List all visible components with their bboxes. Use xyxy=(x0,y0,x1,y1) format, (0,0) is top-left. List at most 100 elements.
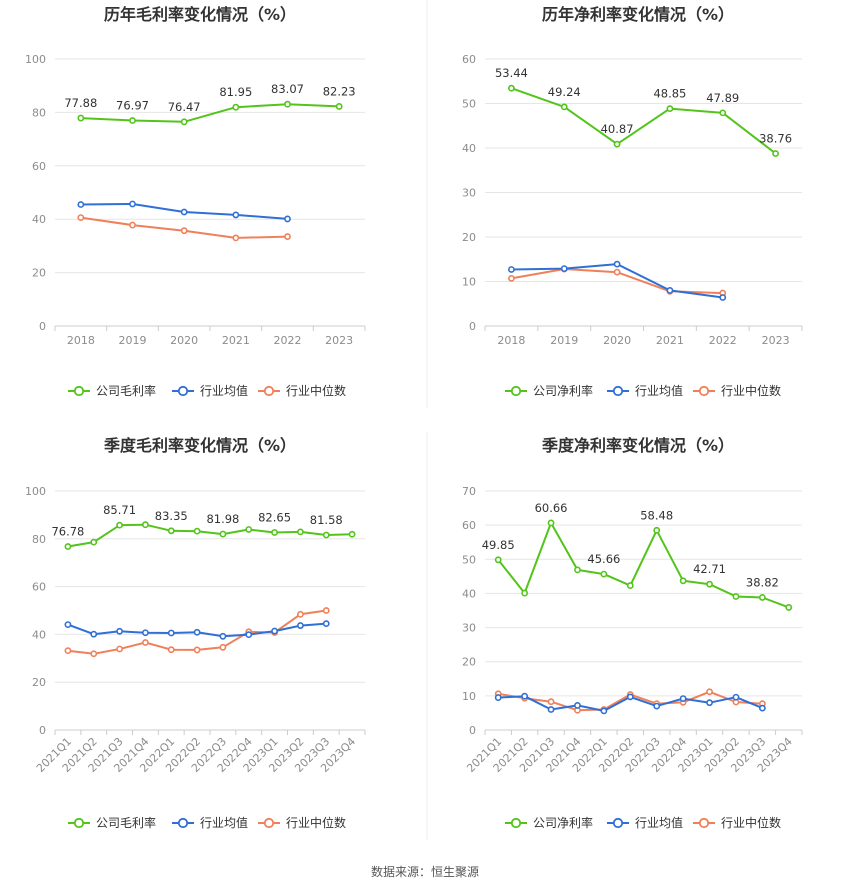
y-tick-label: 0 xyxy=(39,320,46,333)
y-tick-label: 60 xyxy=(462,519,476,532)
data-point-company xyxy=(785,604,793,611)
data-point-company xyxy=(626,582,634,589)
data-point-industry_avg xyxy=(297,622,304,629)
data-point-company xyxy=(706,580,713,588)
data-point-industry_avg xyxy=(732,693,740,701)
x-tick-label: 2019 xyxy=(119,334,147,347)
data-label: 49.24 xyxy=(548,85,581,99)
data-point-industry_avg xyxy=(129,200,136,208)
data-point-industry_median xyxy=(129,221,136,229)
data-point-company xyxy=(64,543,72,550)
data-label: 85.71 xyxy=(103,503,136,517)
data-label: 82.23 xyxy=(323,84,356,98)
legend-item-industry_median: 行业中位数 xyxy=(693,815,781,830)
x-tick-label: 2020 xyxy=(170,334,198,347)
data-point-industry_median xyxy=(193,646,201,654)
data-point-company xyxy=(600,570,608,578)
y-tick-label: 0 xyxy=(39,724,46,737)
legend-swatch-marker xyxy=(263,817,275,829)
data-point-company xyxy=(90,538,98,546)
chart-annual-net: 历年净利率变化情况（%） 0 10 20 30 40 50 60 2018 2019 2020 202… xyxy=(462,5,803,398)
legend-swatch-marker xyxy=(510,817,522,829)
data-label: 83.35 xyxy=(155,509,188,523)
legend-item-industry_avg: 行业均值 xyxy=(172,815,248,830)
data-point-industry_median xyxy=(116,645,123,653)
legend-item-industry_median: 行业中位数 xyxy=(693,383,781,398)
y-tick-label: 30 xyxy=(462,187,476,200)
data-point-company xyxy=(494,556,502,564)
data-label: 53.44 xyxy=(495,66,528,80)
source-note: 数据来源：恒生聚源 xyxy=(371,864,479,879)
x-tick-label: 2018 xyxy=(67,334,95,347)
x-tick-label: 2021 xyxy=(222,334,250,347)
data-point-industry_avg xyxy=(758,704,766,712)
data-point-company xyxy=(653,526,661,534)
y-tick-label: 20 xyxy=(32,267,46,280)
data-label: 40.87 xyxy=(601,122,634,136)
data-point-industry_avg xyxy=(666,286,674,294)
data-label: 81.98 xyxy=(206,512,239,526)
data-label: 83.07 xyxy=(271,82,304,96)
data-point-company xyxy=(180,118,188,126)
data-label: 82.65 xyxy=(258,510,291,524)
legend-swatch-marker xyxy=(73,385,85,397)
y-tick-label: 60 xyxy=(462,53,476,66)
data-point-industry_avg xyxy=(719,294,727,301)
data-point-company xyxy=(574,566,581,574)
legend-item-company: 公司净利率 xyxy=(505,383,593,398)
legend-item-company: 公司毛利率 xyxy=(68,815,156,830)
legend-label: 行业均值 xyxy=(635,815,683,830)
data-point-industry_median xyxy=(297,610,304,618)
data-point-industry_avg xyxy=(193,628,201,636)
data-point-industry_avg xyxy=(521,692,529,700)
data-point-company xyxy=(348,530,356,538)
legend-swatch-marker xyxy=(510,385,522,397)
legend-swatch-marker xyxy=(177,817,189,829)
legend-swatch-marker xyxy=(73,817,85,829)
y-tick-label: 0 xyxy=(469,320,476,333)
legend-label: 行业均值 xyxy=(635,383,683,398)
data-point-company xyxy=(245,526,253,533)
data-point-industry_avg xyxy=(679,695,687,702)
data-label: 76.47 xyxy=(168,100,201,114)
data-point-industry_median xyxy=(613,268,621,276)
data-point-company xyxy=(284,100,291,108)
data-label: 42.71 xyxy=(693,562,726,576)
data-point-industry_median xyxy=(547,698,555,706)
legend-item-industry_avg: 行业均值 xyxy=(172,383,248,398)
legend-swatch-marker xyxy=(698,385,710,397)
data-point-company xyxy=(193,527,201,535)
chart-title: 历年毛利率变化情况（%） xyxy=(104,5,296,24)
data-point-industry_avg xyxy=(219,632,227,640)
y-tick-label: 40 xyxy=(32,213,46,226)
chart-title: 季度毛利率变化情况（%） xyxy=(103,436,296,455)
y-tick-label: 0 xyxy=(469,724,476,737)
x-tick-label: 2022 xyxy=(274,334,302,347)
series-line-company xyxy=(511,87,777,155)
chart-quarterly-gross: 季度毛利率变化情况（%）0204060801002021Q12021Q22021… xyxy=(25,436,366,830)
data-label: 48.85 xyxy=(653,87,686,101)
legend-label: 公司毛利率 xyxy=(96,383,156,398)
data-point-industry_avg xyxy=(77,201,85,208)
data-point-company xyxy=(560,103,568,111)
data-point-company xyxy=(666,105,674,113)
y-tick-label: 70 xyxy=(462,485,476,498)
data-label: 76.97 xyxy=(116,98,149,112)
data-point-company xyxy=(772,150,779,157)
data-point-company xyxy=(547,519,555,527)
data-point-industry_avg xyxy=(322,620,330,628)
legend-item-industry_median: 行业中位数 xyxy=(258,383,346,398)
data-point-industry_median xyxy=(232,234,240,242)
data-point-industry_avg xyxy=(232,211,240,219)
data-point-company xyxy=(129,117,136,124)
data-point-industry_avg xyxy=(613,260,621,268)
data-label: 47.89 xyxy=(706,91,739,105)
data-point-company xyxy=(508,84,515,92)
data-point-company xyxy=(521,589,529,597)
data-point-company xyxy=(77,114,85,122)
data-point-company xyxy=(758,594,766,601)
legend-label: 行业中位数 xyxy=(286,383,346,398)
data-point-company xyxy=(297,528,304,536)
data-point-industry_median xyxy=(322,607,330,614)
